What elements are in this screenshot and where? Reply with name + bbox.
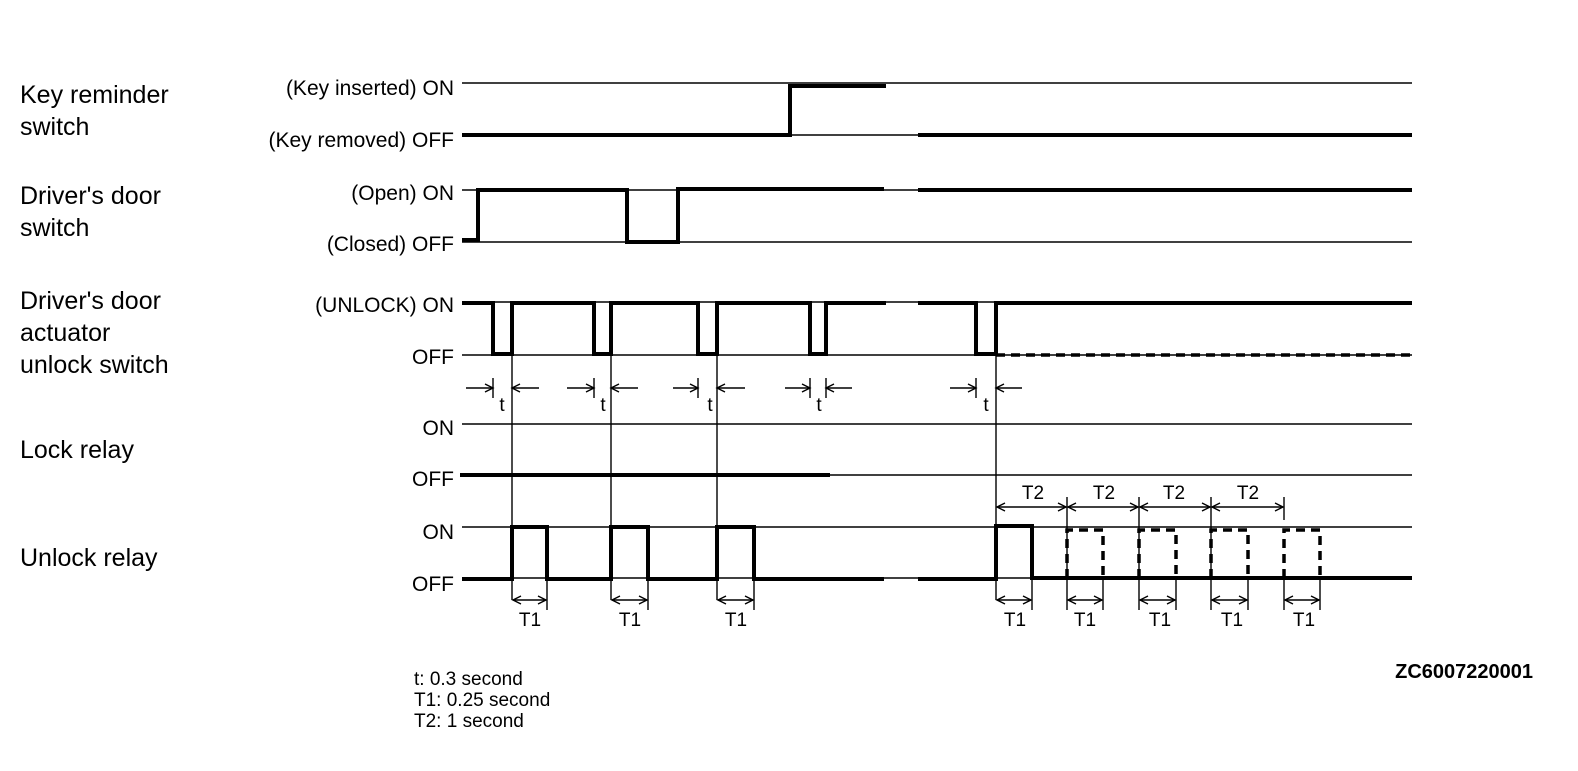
t-marker-5: t xyxy=(950,378,1022,416)
lock-off-label: OFF xyxy=(412,468,454,491)
t1-marker-5: T1 xyxy=(1066,578,1104,631)
legend: t: 0.3 second T1: 0.25 second T2: 1 seco… xyxy=(414,669,550,732)
actuator-on-label: (UNLOCK) ON xyxy=(315,294,454,317)
t-label-4: t xyxy=(816,395,822,416)
lock-relay-label: Lock relay xyxy=(20,436,134,464)
t1-label-4: T1 xyxy=(1004,610,1026,631)
key-off-label: (Key removed) OFF xyxy=(268,129,454,152)
actuator-waveform-a xyxy=(462,301,886,356)
t2-label-4: T2 xyxy=(1237,483,1259,504)
t1-marker-2: T1 xyxy=(610,578,649,631)
t1-markers: T1 T1 T1 T1 T1 xyxy=(511,578,1321,631)
t1-label-2: T1 xyxy=(619,610,641,631)
t2-marker-3: T2 xyxy=(1138,483,1212,512)
t-marker-2: t xyxy=(567,378,638,416)
t1-label-3: T1 xyxy=(725,610,747,631)
t1-marker-6: T1 xyxy=(1138,578,1177,631)
unlock-off-label: OFF xyxy=(412,573,454,596)
t2-label-2: T2 xyxy=(1093,483,1115,504)
t2-marker-1: T2 xyxy=(995,483,1068,512)
t1-marker-8: T1 xyxy=(1283,578,1321,631)
t1-marker-7: T1 xyxy=(1210,578,1249,631)
actuator-label-line-3: unlock switch xyxy=(20,351,169,379)
t1-label-5: T1 xyxy=(1074,610,1096,631)
unlock-relay-waveform-a xyxy=(462,525,884,581)
legend-t2: T2: 1 second xyxy=(414,711,524,732)
t1-marker-3: T1 xyxy=(716,578,755,631)
door-switch-label-line-1: Driver's door xyxy=(20,182,161,210)
unlock-dashed-pulse-2 xyxy=(1137,528,1178,578)
legend-t: t: 0.3 second xyxy=(414,669,523,690)
t-marker-4: t xyxy=(785,378,852,416)
t1-label-7: T1 xyxy=(1221,610,1243,631)
t1-marker-4: T1 xyxy=(995,578,1033,631)
t-label-1: t xyxy=(499,395,505,416)
unlock-relay-waveform-b xyxy=(918,524,1412,581)
signal-labels: Key reminder switch Driver's door switch… xyxy=(20,81,169,572)
t2-label-1: T2 xyxy=(1022,483,1044,504)
unlock-dashed-pulse-4 xyxy=(1282,528,1322,578)
t2-marker-2: T2 xyxy=(1066,483,1140,512)
t2-marker-4: T2 xyxy=(1210,483,1285,512)
t-marker-3: t xyxy=(673,378,745,416)
legend-t1: T1: 0.25 second xyxy=(414,690,550,711)
key-on-label: (Key inserted) ON xyxy=(286,77,454,100)
unlock-dashed-pulse-1 xyxy=(1065,528,1105,578)
t1-label-6: T1 xyxy=(1149,610,1171,631)
door-switch-waveform-a xyxy=(462,187,884,244)
reference-levels xyxy=(462,82,1412,579)
waveforms xyxy=(460,84,1412,581)
unlock-relay-label: Unlock relay xyxy=(20,544,158,572)
door-on-label: (Open) ON xyxy=(351,182,454,205)
unlock-on-label: ON xyxy=(423,521,455,544)
t1-marker-1: T1 xyxy=(511,578,548,631)
actuator-waveform-b xyxy=(918,301,1412,356)
state-labels: (Key inserted) ON (Key removed) OFF (Ope… xyxy=(268,77,454,596)
t-label-3: t xyxy=(707,395,713,416)
door-off-label: (Closed) OFF xyxy=(327,233,454,256)
unlock-dashed-pulse-3 xyxy=(1209,528,1250,578)
actuator-label-line-1: Driver's door xyxy=(20,287,161,315)
t2-label-3: T2 xyxy=(1163,483,1185,504)
t-label-2: t xyxy=(600,395,606,416)
t-marker-1: t xyxy=(466,378,539,416)
key-reminder-label-line-1: Key reminder xyxy=(20,81,169,109)
t1-label-8: T1 xyxy=(1293,610,1315,631)
t-label-5: t xyxy=(983,395,989,416)
t1-label-1: T1 xyxy=(519,610,541,631)
figure-code: ZC6007220001 xyxy=(1395,661,1533,683)
key-reminder-waveform-a xyxy=(462,84,886,137)
t-markers: t t t t xyxy=(466,378,1022,416)
key-reminder-label-line-2: switch xyxy=(20,113,89,141)
t2-markers: T2 T2 T2 T2 xyxy=(995,483,1285,578)
lock-on-label: ON xyxy=(423,417,455,440)
actuator-label-line-2: actuator xyxy=(20,319,110,347)
actuator-off-label: OFF xyxy=(412,346,454,369)
door-switch-label-line-2: switch xyxy=(20,214,89,242)
